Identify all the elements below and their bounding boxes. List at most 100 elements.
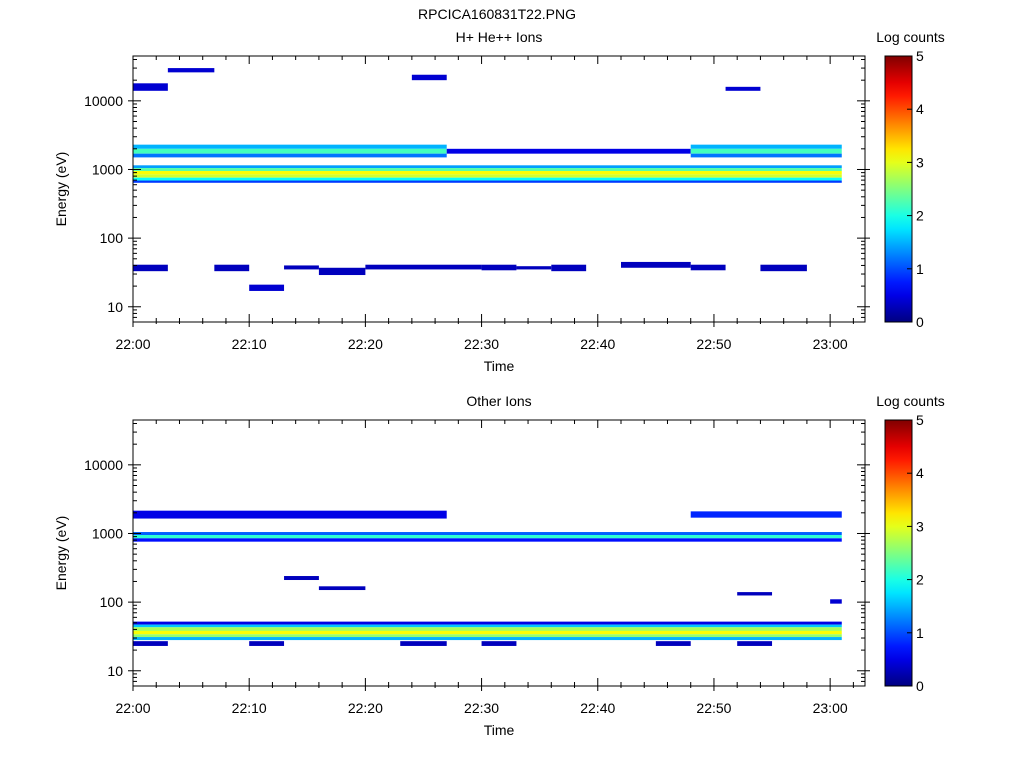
heatmap-cell xyxy=(133,165,842,169)
heatmap-cell xyxy=(446,148,691,154)
x-tick-label: 22:10 xyxy=(232,700,267,716)
figure-title: RPCICA160831T22.PNG xyxy=(418,6,576,22)
heatmap-cells xyxy=(133,510,842,646)
panels: H+ He++ Ions 22:00 22:10 22:20 22:30 22:40 22:… xyxy=(53,29,945,738)
y-axis-label: Energy (eV) xyxy=(53,152,69,227)
heatmap-cell xyxy=(133,637,842,641)
y-tick-label: 100 xyxy=(100,594,124,610)
heatmap-cell xyxy=(133,153,447,158)
x-tick-label: 22:50 xyxy=(696,336,731,352)
heatmap-cell xyxy=(621,261,691,268)
heatmap-cell xyxy=(690,144,842,149)
y-axis-label: Energy (eV) xyxy=(53,516,69,591)
heatmap-cell xyxy=(318,586,366,591)
heatmap-cell xyxy=(516,266,552,270)
heatmap-cell xyxy=(830,599,842,604)
heatmap-cell xyxy=(133,174,842,178)
plot-frame xyxy=(132,419,866,687)
heatmap-cell xyxy=(249,641,285,646)
colorbar: 0 1 2 3 4 5 Log counts xyxy=(876,393,945,694)
panel-2: Other Ions 22:00 22:10 22:20 22:30 22:40 22:50… xyxy=(53,393,945,738)
colorbar-tick-label: 2 xyxy=(916,572,924,588)
panel-title: Other Ions xyxy=(466,393,531,409)
heatmap-cell xyxy=(411,74,447,81)
colorbar-tick-label: 3 xyxy=(916,154,924,170)
x-axis-label: Time xyxy=(484,358,515,374)
heatmap-cell xyxy=(133,144,447,149)
x-tick-label: 22:30 xyxy=(464,700,499,716)
heatmap-cell xyxy=(737,592,773,596)
y-tick-label: 10 xyxy=(107,663,123,679)
x-tick-label: 22:50 xyxy=(696,700,731,716)
colorbar-gradient xyxy=(884,55,913,323)
x-tick-label: 22:00 xyxy=(115,336,150,352)
colorbar-tick-label: 3 xyxy=(916,518,924,534)
heatmap-cell xyxy=(481,641,517,646)
heatmap-cell xyxy=(365,264,482,270)
y-tick-label: 100 xyxy=(100,230,124,246)
heatmap-cell xyxy=(133,621,842,625)
heatmap-cell xyxy=(318,267,366,276)
colorbar-label: Log counts xyxy=(876,29,945,45)
heatmap-cell xyxy=(133,168,842,172)
x-tick-label: 22:40 xyxy=(580,336,615,352)
heatmap-cell xyxy=(690,264,726,271)
heatmap-cell xyxy=(133,538,842,542)
x-tick-label: 22:00 xyxy=(115,700,150,716)
x-tick-label: 23:00 xyxy=(813,700,848,716)
heatmap-cell xyxy=(249,284,285,291)
heatmap-cell xyxy=(133,627,842,631)
heatmap-cell xyxy=(133,641,168,646)
heatmap-cell xyxy=(690,153,842,158)
colorbar: 0 1 2 3 4 5 Log counts xyxy=(876,29,945,330)
heatmap-cell xyxy=(760,264,807,272)
x-tick-label: 22:40 xyxy=(580,700,615,716)
heatmap-cell xyxy=(133,264,168,272)
colorbar-tick-label: 4 xyxy=(916,101,924,117)
x-tick-label: 23:00 xyxy=(813,336,848,352)
heatmap-cell xyxy=(737,641,773,646)
y-tick-label: 10000 xyxy=(84,93,123,109)
y-tick-label: 10000 xyxy=(84,457,123,473)
colorbar-tick-label: 2 xyxy=(916,208,924,224)
colorbar-tick-label: 4 xyxy=(916,465,924,481)
heatmap-cells xyxy=(133,68,842,291)
heatmap-cell xyxy=(133,624,842,628)
panel-title: H+ He++ Ions xyxy=(456,29,543,45)
heatmap-cell xyxy=(551,264,587,272)
heatmap-cell xyxy=(690,511,842,518)
heatmap-cell xyxy=(481,264,517,271)
heatmap-cell xyxy=(133,535,842,539)
x-axis-label: Time xyxy=(484,722,515,738)
colorbar-tick-label: 1 xyxy=(916,625,924,641)
heatmap-cell xyxy=(133,148,447,154)
heatmap-cell xyxy=(133,177,842,181)
x-tick-label: 22:20 xyxy=(348,700,383,716)
panel-1: H+ He++ Ions 22:00 22:10 22:20 22:30 22:40 22:… xyxy=(53,29,945,374)
x-tick-label: 22:10 xyxy=(232,336,267,352)
heatmap-cell xyxy=(167,68,215,73)
heatmap-cell xyxy=(133,634,842,638)
colorbar-label: Log counts xyxy=(876,393,945,409)
heatmap-cell xyxy=(725,86,761,91)
heatmap-cell xyxy=(133,510,447,519)
colorbar-tick-label: 1 xyxy=(916,261,924,277)
heatmap-cell xyxy=(133,171,842,175)
colorbar-tick-label: 5 xyxy=(916,48,924,64)
y-tick-label: 10 xyxy=(107,299,123,315)
heatmap-cell xyxy=(133,630,842,635)
heatmap-cell xyxy=(400,641,447,646)
colorbar-tick-label: 0 xyxy=(916,678,924,694)
heatmap-cell xyxy=(284,265,319,270)
heatmap-cell xyxy=(655,641,691,646)
colorbar-tick-label: 5 xyxy=(916,412,924,428)
heatmap-cell xyxy=(214,264,250,272)
colorbar-gradient xyxy=(884,419,913,687)
heatmap-cell xyxy=(690,148,842,154)
heatmap-cell xyxy=(284,576,319,581)
heatmap-cell xyxy=(133,532,842,536)
x-tick-label: 22:20 xyxy=(348,336,383,352)
colorbar-tick-label: 0 xyxy=(916,314,924,330)
x-tick-label: 22:30 xyxy=(464,336,499,352)
